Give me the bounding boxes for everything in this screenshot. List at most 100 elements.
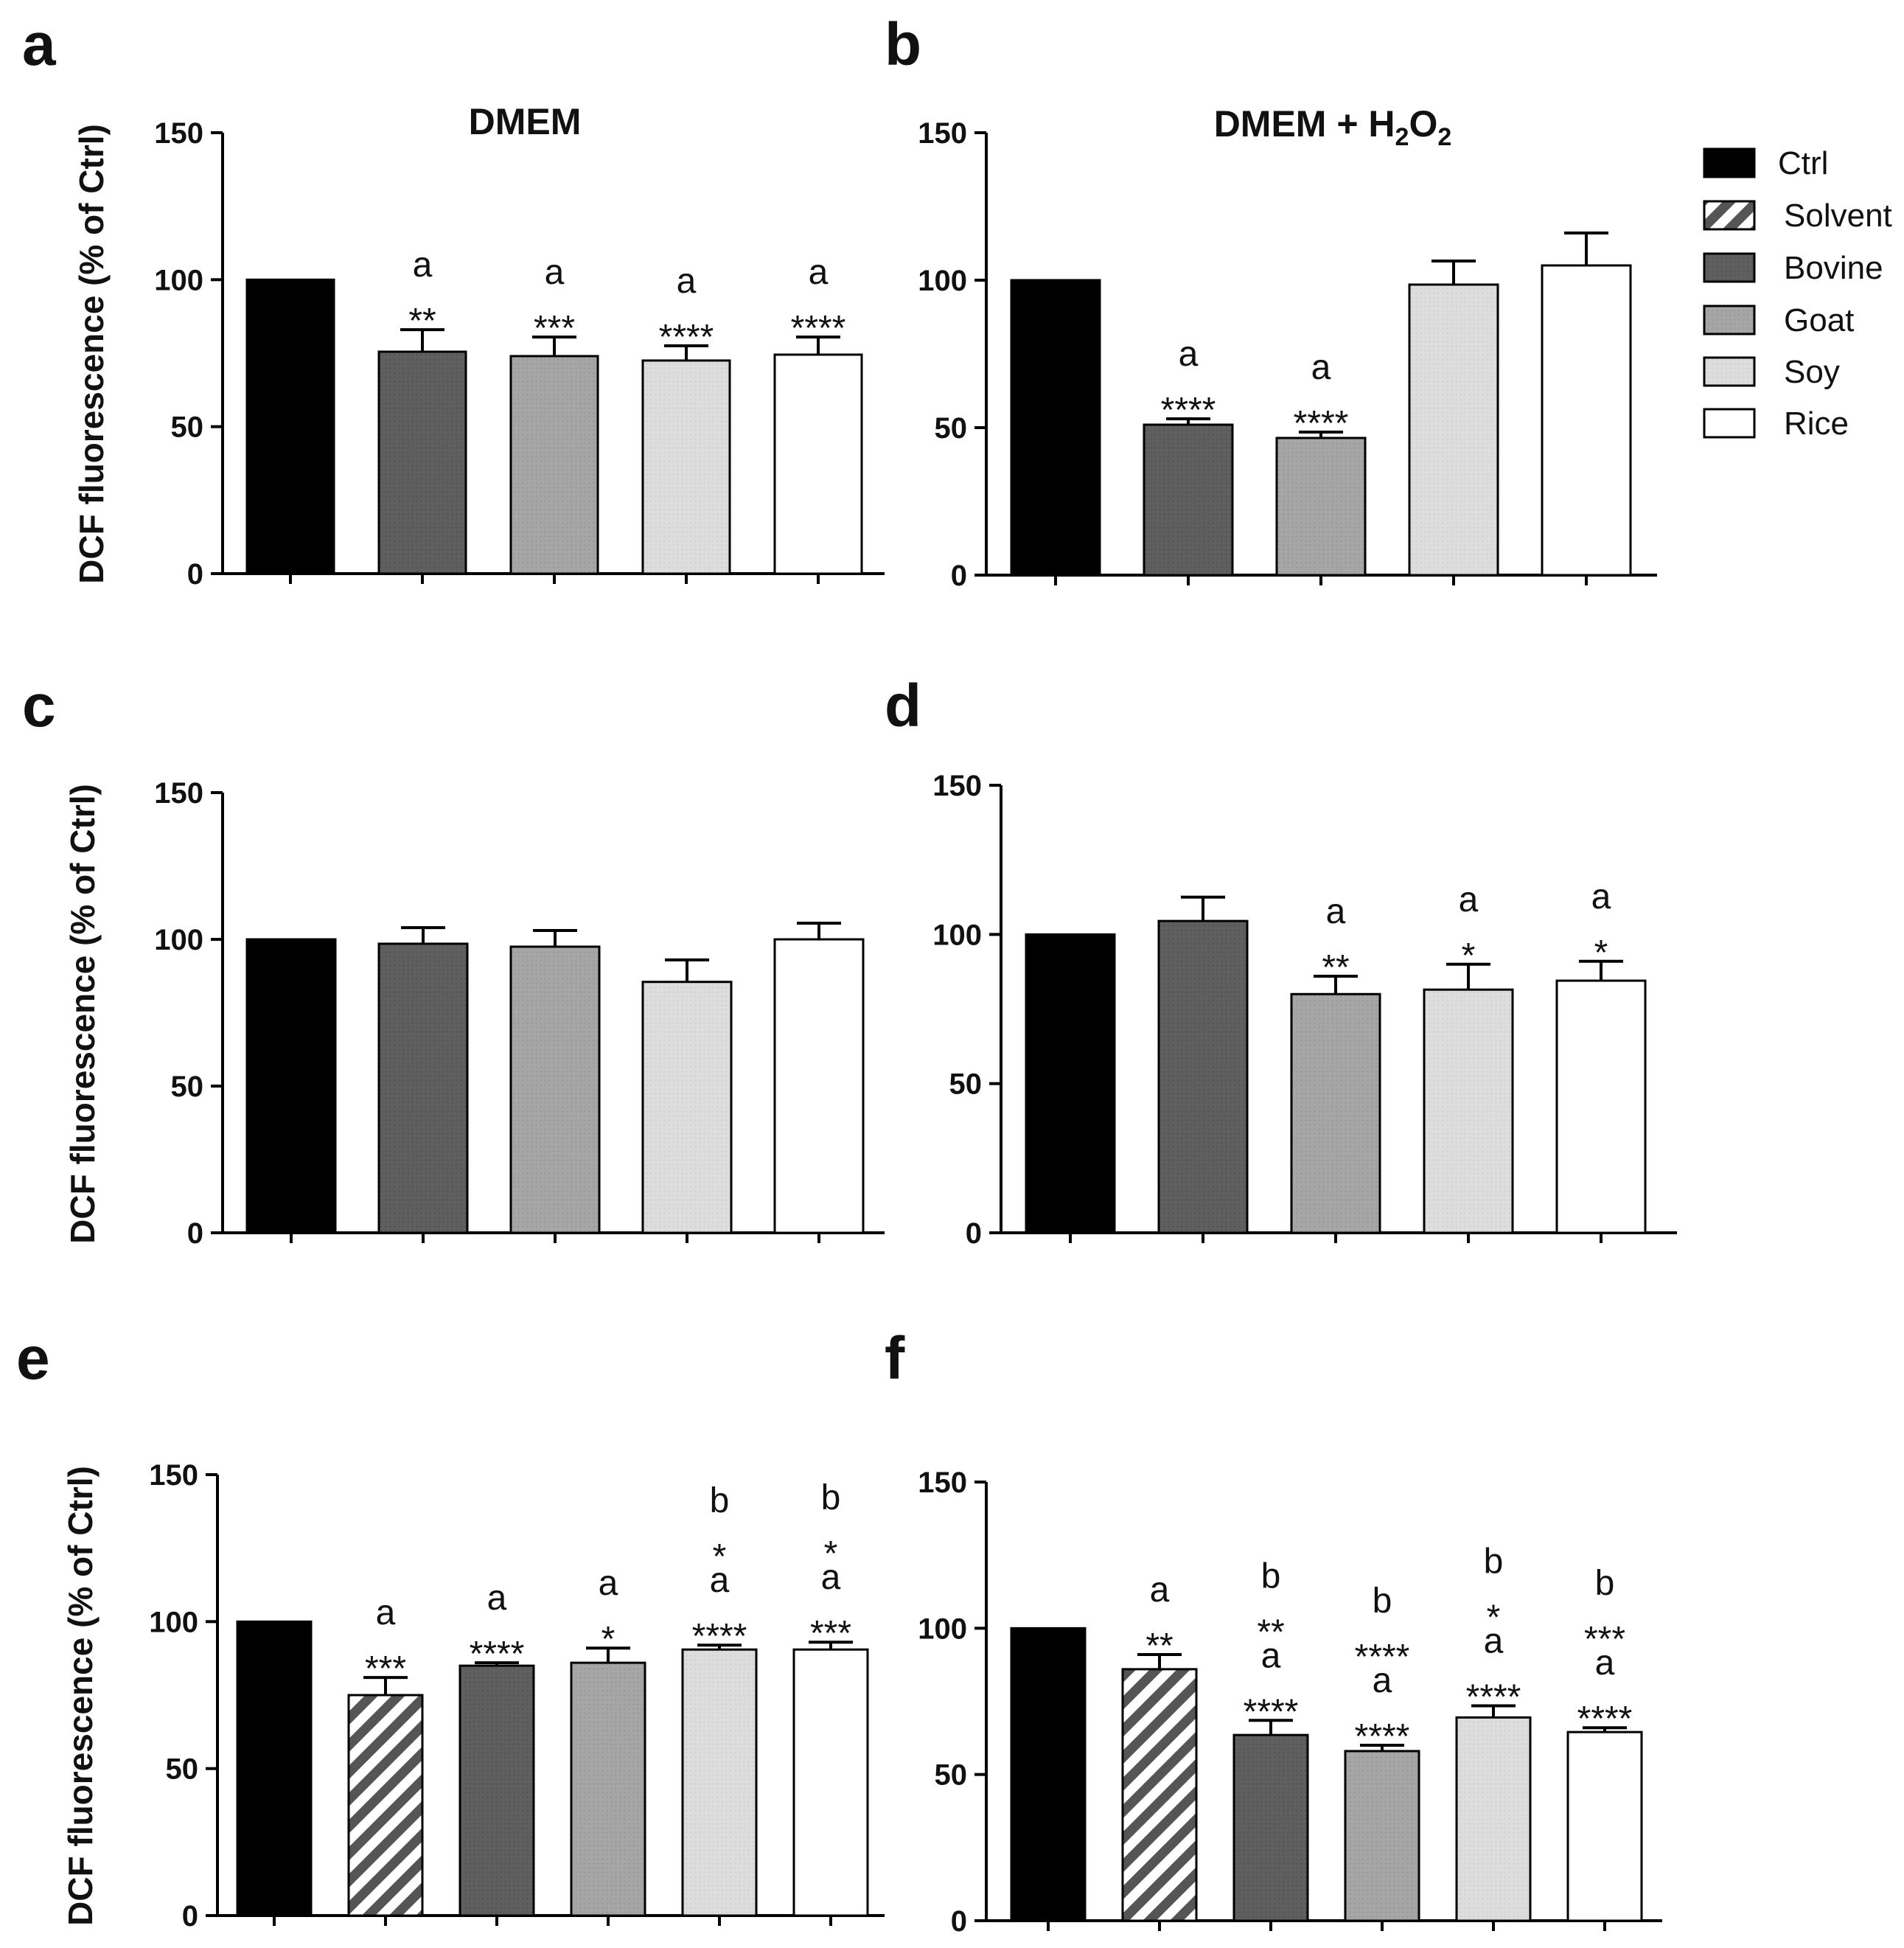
significance-label: ****: [1577, 1700, 1633, 1739]
bar-soy: [1423, 988, 1514, 1234]
panel-b-title: DMEM + H2O2: [1214, 103, 1452, 151]
bar-ctrl: [1010, 1627, 1087, 1922]
significance-label: a: [1179, 335, 1199, 374]
legend: Ctrl Solvent Bovine Goat Soy Rice: [1703, 145, 1892, 442]
legend-swatch-bovine: [1703, 252, 1756, 283]
significance-label: b: [710, 1481, 730, 1520]
panel-label-c: c: [22, 672, 56, 740]
chart-panel-b: 0 50 100 150 a **** a ****: [918, 117, 1657, 592]
y-tick-label: 0: [187, 1217, 203, 1250]
y-tick-label: 50: [949, 1068, 983, 1101]
panel-c-ylabel: DCF fluorescence (% of Ctrl): [63, 784, 102, 1244]
bar-soy: [1408, 283, 1499, 577]
legend-swatch-goat: [1703, 305, 1756, 335]
significance-label: a: [677, 262, 697, 301]
y-tick-label: 100: [154, 264, 203, 296]
significance-label: ****: [659, 318, 714, 357]
chart-panel-a: 0 50 100 150 a ** a *** a **** a ****: [154, 117, 885, 591]
bar-ctrl: [1010, 279, 1101, 577]
y-tick-label: 100: [154, 924, 203, 956]
bar-rice: [792, 1648, 869, 1917]
bar-rice: [1541, 264, 1632, 577]
significance-label: b: [1261, 1556, 1281, 1596]
y-tick-label: 0: [182, 1900, 198, 1933]
significance-label: a: [545, 253, 565, 292]
legend-swatch-soy: [1703, 356, 1756, 387]
legend-swatch-rice: [1703, 408, 1756, 439]
panel-a-ylabel: DCF fluorescence (% of Ctrl): [72, 124, 111, 584]
bar-bovine: [1157, 919, 1249, 1234]
bar-ctrl: [236, 1620, 313, 1917]
significance-label: *: [824, 1534, 838, 1573]
significance-label: a: [487, 1579, 507, 1618]
panel-a-title: DMEM: [469, 101, 582, 142]
significance-label: b: [1373, 1582, 1392, 1621]
bar-solvent: [347, 1694, 424, 1917]
bar-ctrl: [1025, 933, 1116, 1234]
y-tick-label: 50: [171, 1071, 204, 1103]
significance-label: ***: [1584, 1620, 1625, 1659]
significance-label: b: [1484, 1542, 1504, 1581]
bar-solvent: [1121, 1668, 1198, 1922]
panel-label-b: b: [885, 11, 921, 78]
bar-rice: [1555, 979, 1647, 1234]
y-tick-label: 150: [149, 1459, 198, 1492]
y-tick-label: 0: [951, 560, 967, 592]
y-tick-label: 50: [935, 1759, 968, 1792]
significance-label: a: [1311, 348, 1331, 387]
bar-goat: [509, 945, 601, 1234]
y-tick-label: 0: [187, 558, 203, 591]
y-tick-label: 150: [154, 117, 203, 150]
bar-goat: [1275, 436, 1367, 577]
significance-label: ****: [1355, 1638, 1410, 1677]
significance-label: **: [1322, 948, 1349, 987]
bar-bovine: [377, 350, 467, 575]
panel-label-f: f: [885, 1325, 905, 1392]
significance-label: a: [710, 1561, 730, 1600]
legend-label-soy: Soy: [1784, 354, 1840, 390]
bar-rice: [1566, 1730, 1643, 1922]
bar-bovine: [1143, 423, 1234, 577]
y-tick-label: 0: [951, 1905, 967, 1938]
legend-swatch-solvent: [1703, 200, 1756, 231]
significance-label: a: [1326, 892, 1346, 931]
bar-soy: [641, 359, 731, 575]
bar-ctrl: [245, 938, 337, 1234]
significance-label: ***: [810, 1614, 851, 1653]
legend-swatch-ctrl: [1703, 147, 1756, 178]
bar-goat: [509, 355, 599, 575]
y-tick-label: 50: [935, 412, 968, 445]
y-tick-label: 150: [918, 117, 967, 150]
panel-label-d: d: [885, 672, 921, 740]
significance-label: *: [601, 1620, 616, 1659]
bar-ctrl: [245, 278, 335, 575]
chart-panel-f: 050100150a**b**a****b****a****b*a****b**…: [918, 1467, 1662, 1938]
significance-label: ****: [1355, 1717, 1410, 1756]
bar-bovine: [458, 1664, 535, 1917]
significance-label: *: [713, 1537, 727, 1576]
legend-label-ctrl: Ctrl: [1778, 145, 1828, 181]
significance-label: a: [1261, 1636, 1281, 1675]
bar-bovine: [377, 942, 469, 1234]
significance-label: **: [408, 302, 436, 341]
significance-label: a: [821, 1558, 841, 1597]
y-tick-label: 100: [932, 919, 982, 951]
significance-label: ***: [365, 1649, 406, 1688]
significance-label: a: [809, 253, 829, 292]
significance-label: **: [1257, 1613, 1284, 1652]
significance-label: *: [1462, 936, 1476, 975]
legend-label-solvent: Solvent: [1784, 198, 1892, 234]
significance-label: a: [1595, 1643, 1615, 1683]
panel-e-ylabel: DCF fluorescence (% of Ctrl): [61, 1466, 100, 1926]
y-tick-label: 150: [932, 770, 982, 802]
significance-label: a: [599, 1564, 618, 1603]
significance-label: ****: [1244, 1692, 1299, 1731]
significance-label: a: [1373, 1661, 1392, 1700]
significance-label: a: [1484, 1621, 1504, 1660]
significance-label: a: [413, 246, 433, 285]
significance-label: ****: [692, 1617, 747, 1656]
bar-rice: [773, 938, 865, 1234]
panel-label-e: e: [16, 1325, 50, 1392]
